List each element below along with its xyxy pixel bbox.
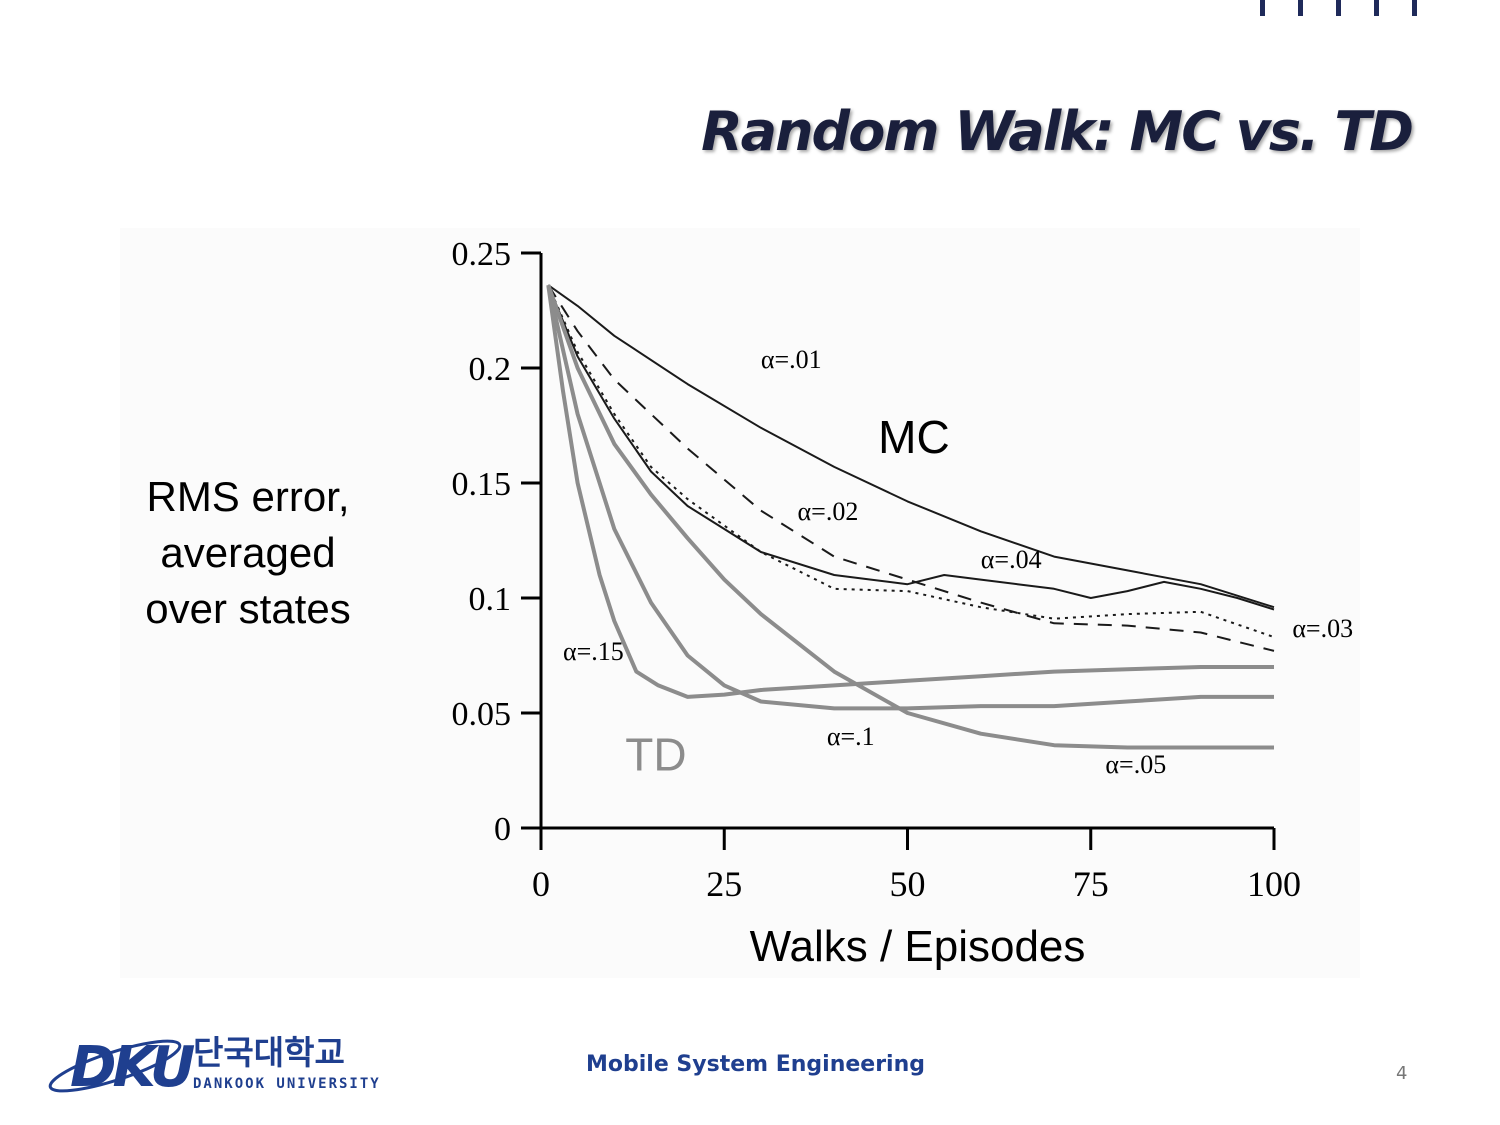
y-tick-label: 0.05 <box>452 696 512 733</box>
dankook-logo: DKU 단국대학교 DANKOOK UNIVERSITY <box>48 1033 381 1098</box>
y-axis-label-line: over states <box>145 585 350 632</box>
logo-korean-name: 단국대학교 <box>193 1033 345 1072</box>
logo-english-name: DANKOOK UNIVERSITY <box>193 1076 381 1092</box>
y-tick-label: 0.1 <box>469 581 512 618</box>
y-tick-label: 0 <box>494 811 511 848</box>
x-axis-label: Walks / Episodes <box>750 922 1086 971</box>
x-tick-label: 50 <box>890 864 926 904</box>
x-tick-label: 100 <box>1247 864 1301 904</box>
series-label: α=.1 <box>827 722 875 751</box>
series-line-05 <box>546 284 1274 750</box>
y-tick-label: 0.15 <box>452 466 512 503</box>
x-tick-label: 25 <box>706 864 742 904</box>
x-tick-label: 75 <box>1073 864 1109 904</box>
y-axis-label-line: RMS error, <box>146 473 349 520</box>
series-label: α=.04 <box>981 545 1042 574</box>
series-line-02 <box>547 284 1275 652</box>
page-number: 4 <box>1396 1063 1408 1084</box>
y-tick-label: 0.2 <box>469 351 512 388</box>
x-tick-label: 0 <box>532 864 550 904</box>
series-label: α=.02 <box>798 497 859 526</box>
series-label: α=.03 <box>1292 614 1353 643</box>
series-label: α=.05 <box>1105 750 1166 779</box>
td-annotation: TD <box>625 729 686 781</box>
chart-container: 0 0.05 0.1 0.15 0.2 0.25 0 25 50 75 100 Walks / Epi… <box>120 228 1360 978</box>
series-line-03 <box>547 284 1275 639</box>
series-line-15 <box>546 284 1274 699</box>
y-axis-label-line: averaged <box>160 529 335 576</box>
y-tick-label: 0.25 <box>452 236 512 273</box>
mc-annotation: MC <box>878 411 950 463</box>
logo-orbit <box>48 1039 182 1093</box>
series-label: α=.15 <box>563 637 624 666</box>
series-line-1 <box>546 284 1274 711</box>
slide-title: Random Walk: MC vs. TD <box>701 100 1414 163</box>
series-label: α=.01 <box>761 345 822 374</box>
series-line-01 <box>547 284 1275 609</box>
top-decoration <box>1260 0 1430 18</box>
footer-course-title: Mobile System Engineering <box>586 1052 926 1077</box>
series-line-04 <box>547 284 1275 611</box>
rms-error-chart: 0 0.05 0.1 0.15 0.2 0.25 0 25 50 75 100 Walks / Epi… <box>145 236 1353 971</box>
